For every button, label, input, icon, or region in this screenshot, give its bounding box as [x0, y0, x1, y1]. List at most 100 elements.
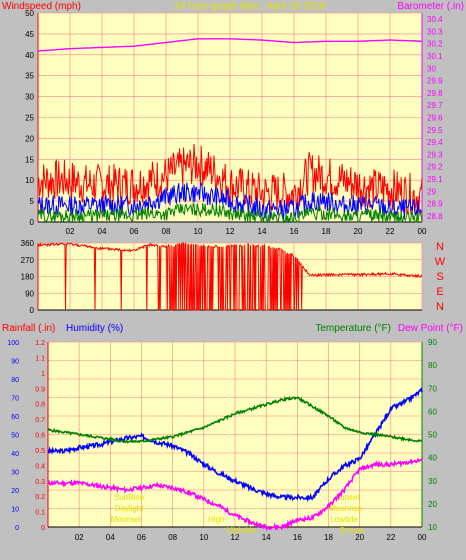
rain-tick-label: 0 [41, 525, 45, 532]
temperature-tick-label: 70 [428, 384, 437, 393]
panel1-x-tick-label: 20 [354, 227, 363, 236]
rain-tick-label: 1.2 [35, 340, 45, 347]
baro-tick-label: 29.3 [427, 150, 443, 159]
rain-tick-label: 0.6 [35, 433, 45, 440]
wind-tick-label: 10 [25, 176, 34, 185]
panel1-x-tick-label: 04 [98, 227, 107, 236]
baro-tick-label: 29.8 [427, 89, 443, 98]
baro-tick-label: 30.1 [427, 52, 443, 61]
astro-annotation: Hightide [227, 526, 257, 535]
direction-tick-label: 360 [21, 239, 35, 248]
astro-annotation: Moonset [111, 515, 142, 524]
direction-tick-label: 90 [25, 289, 34, 298]
temperature-tick-label: 40 [428, 454, 437, 463]
baro-tick-label: 30 [427, 64, 436, 73]
temperature-axis-label: Temperature (°F) [315, 323, 391, 334]
temperature-tick-label: 30 [428, 477, 437, 486]
wind-tick-label: 30 [25, 93, 34, 102]
temperature-tick-label: 90 [428, 338, 437, 347]
wind-tick-label: 40 [25, 51, 34, 60]
baro-tick-label: 28.8 [427, 212, 443, 221]
wind-tick-label: 5 [30, 197, 35, 206]
humidity-tick-label: 70 [11, 396, 19, 403]
panel1-x-tick-label: 02 [66, 227, 75, 236]
compass-label: N [436, 241, 444, 253]
humidity-tick-label: 80 [11, 377, 19, 384]
barometer-series [37, 38, 423, 52]
temperature-tick-label: 50 [428, 431, 437, 440]
panel3-x-tick-label: 14 [262, 533, 271, 542]
panel3-x-tick-label: 10 [199, 533, 208, 542]
panel3-x-tick-label: 00 [418, 533, 427, 542]
chart-title: 24 hour graph date : April 20 2018 [174, 1, 326, 12]
temperature-tick-label: 60 [428, 407, 437, 416]
rain-tick-label: 0.8 [35, 402, 45, 409]
panel3-x-tick-label: 16 [293, 533, 302, 542]
baro-tick-label: 30.4 [427, 15, 443, 24]
panel1-x-tick-label: 12 [226, 227, 235, 236]
wind-axis-label: Windspeed (mph) [2, 1, 81, 12]
astro-annotation: Moonrise [329, 504, 362, 513]
temperature-tick-label: 20 [428, 500, 437, 509]
panel1-x-tick-label: 14 [258, 227, 267, 236]
baro-tick-label: 30.3 [427, 27, 443, 36]
wind-tick-label: 35 [25, 72, 34, 81]
direction-tick-label: 180 [21, 273, 35, 282]
wind-avg-series [37, 182, 423, 220]
panel3-x-tick-label: 08 [168, 533, 177, 542]
panel3-x-tick-label: 04 [106, 533, 115, 542]
astro-annotation: High [208, 515, 224, 524]
humidity-tick-label: 10 [11, 507, 19, 514]
humidity-tick-label: 20 [11, 488, 19, 495]
wind-tick-label: 45 [25, 30, 34, 39]
panel3-x-tick-label: 18 [324, 533, 333, 542]
rainfall-axis-label: Rainfall (.in) [2, 323, 55, 334]
baro-tick-label: 29.6 [427, 114, 443, 123]
humidity-tick-label: 50 [11, 433, 19, 440]
compass-label: N [436, 301, 444, 313]
direction-tick-label: 0 [30, 306, 35, 315]
rain-tick-label: 0.5 [35, 448, 45, 455]
panel1-x-tick-label: 06 [130, 227, 139, 236]
compass-label: E [436, 286, 443, 298]
panel1-x-tick-label: 08 [162, 227, 171, 236]
rain-tick-label: 0.4 [35, 463, 45, 470]
baro-tick-label: 29.4 [427, 138, 443, 147]
humidity-tick-label: 40 [11, 451, 19, 458]
panel3-x-tick-label: 12 [231, 533, 240, 542]
wind-tick-label: 25 [25, 114, 34, 123]
dewpoint-axis-label: Dew Point (°F) [398, 323, 463, 334]
baro-tick-label: 30.2 [427, 40, 443, 49]
rain-tick-label: 0.7 [35, 417, 45, 424]
rain-tick-label: 1 [41, 371, 45, 378]
panel1-x-tick-label: 22 [386, 227, 395, 236]
humidity-axis-label: Humidity (%) [66, 323, 123, 334]
temperature-tick-label: 80 [428, 361, 437, 370]
panel1-x-tick-label: 18 [322, 227, 331, 236]
astro-annotation: SunRise [114, 493, 145, 502]
panel3-x-tick-label: 22 [386, 533, 395, 542]
wind-direction-series [37, 242, 423, 311]
wind-tick-label: 0 [30, 218, 35, 227]
humidity-tick-label: 0 [15, 525, 19, 532]
rain-tick-label: 0.3 [35, 479, 45, 486]
rain-tick-label: 1.1 [35, 355, 45, 362]
humidity-tick-label: 60 [11, 414, 19, 421]
panel1-x-tick-label: 10 [194, 227, 203, 236]
astro-annotation: Lowtide [330, 515, 358, 524]
baro-tick-label: 28.9 [427, 200, 443, 209]
panel3-x-tick-label: 06 [137, 533, 146, 542]
humidity-tick-label: 30 [11, 470, 19, 477]
panel1-x-tick-label: 16 [290, 227, 299, 236]
temperature-series [47, 395, 423, 444]
baro-tick-label: 29.9 [427, 77, 443, 86]
wind-tick-label: 50 [25, 9, 34, 18]
wind-tick-label: 15 [25, 155, 34, 164]
baro-tick-label: 29.1 [427, 175, 443, 184]
humidity-tick-label: 100 [7, 340, 19, 347]
rain-tick-label: 0.9 [35, 386, 45, 393]
panel1-x-tick-label: 00 [418, 227, 427, 236]
astro-annotation: Sunset [335, 493, 361, 502]
